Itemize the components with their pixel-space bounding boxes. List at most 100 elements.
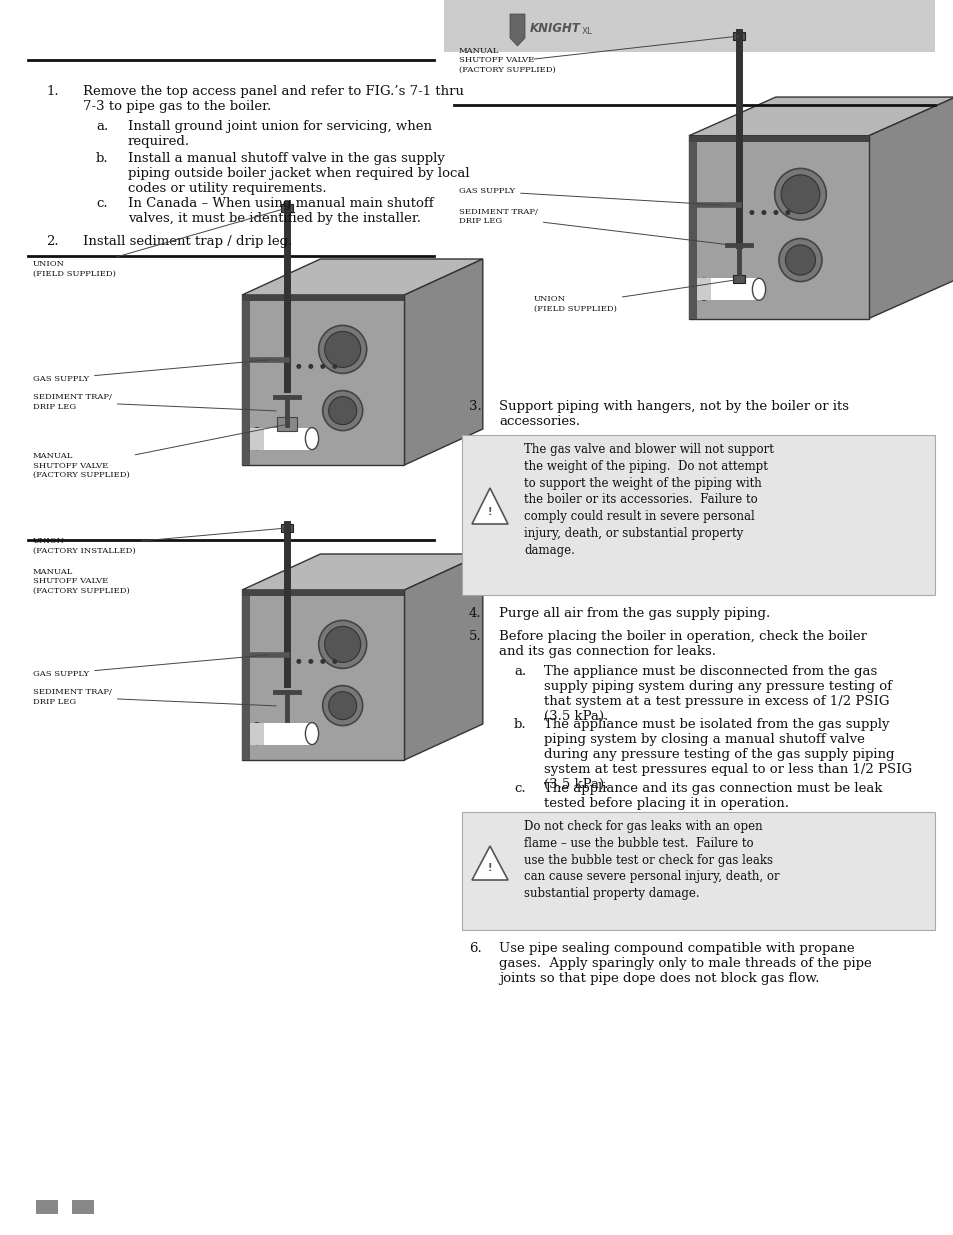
- Circle shape: [308, 364, 313, 369]
- Bar: [250, 427, 263, 450]
- Bar: [461, 435, 934, 595]
- Bar: [242, 295, 404, 301]
- Polygon shape: [472, 488, 507, 524]
- Bar: [242, 590, 404, 760]
- Bar: [688, 136, 868, 319]
- Polygon shape: [242, 259, 482, 295]
- Text: SEDIMENT TRAP/
DRIP LEG: SEDIMENT TRAP/ DRIP LEG: [33, 688, 276, 706]
- Bar: [732, 32, 744, 40]
- Text: a.: a.: [96, 120, 108, 133]
- Text: 3.: 3.: [469, 400, 481, 412]
- Bar: [242, 295, 250, 466]
- Circle shape: [781, 175, 819, 214]
- Text: UNION
(FACTORY INSTALLED): UNION (FACTORY INSTALLED): [33, 529, 284, 555]
- Bar: [688, 136, 868, 142]
- Bar: [732, 275, 744, 283]
- Circle shape: [320, 364, 325, 369]
- Text: In Canada – When using manual main shutoff
valves, it must be identified by the : In Canada – When using manual main shuto…: [128, 198, 434, 225]
- Ellipse shape: [752, 278, 765, 300]
- Circle shape: [332, 659, 337, 664]
- Text: !: !: [487, 508, 492, 517]
- Circle shape: [774, 168, 825, 220]
- Text: c.: c.: [96, 198, 108, 210]
- Text: GAS SUPPLY: GAS SUPPLY: [33, 655, 269, 678]
- Circle shape: [760, 210, 765, 215]
- Text: MANUAL
SHUTOFF VALVE
(FACTORY SUPPLIED): MANUAL SHUTOFF VALVE (FACTORY SUPPLIED): [33, 425, 284, 479]
- Polygon shape: [688, 98, 953, 136]
- Text: The gas valve and blower will not support
the weight of the piping.  Do not atte: The gas valve and blower will not suppor…: [523, 443, 773, 557]
- Text: Purge all air from the gas supply piping.: Purge all air from the gas supply piping…: [498, 606, 769, 620]
- Text: The appliance must be disconnected from the gas
supply piping system during any : The appliance must be disconnected from …: [543, 664, 891, 722]
- Bar: [276, 417, 296, 431]
- Text: UNION
(FIELD SUPPLIED): UNION (FIELD SUPPLIED): [534, 280, 736, 312]
- Circle shape: [322, 685, 362, 726]
- Circle shape: [308, 659, 313, 664]
- Text: GAS SUPPLY: GAS SUPPLY: [458, 188, 720, 205]
- Circle shape: [329, 396, 356, 425]
- Polygon shape: [404, 555, 482, 760]
- Bar: [256, 427, 312, 450]
- Polygon shape: [510, 14, 524, 46]
- Text: b.: b.: [96, 152, 109, 165]
- Circle shape: [324, 626, 360, 662]
- Circle shape: [779, 238, 821, 282]
- Polygon shape: [404, 259, 482, 466]
- Text: 4.: 4.: [469, 606, 481, 620]
- Bar: [250, 722, 263, 745]
- Circle shape: [773, 210, 778, 215]
- Polygon shape: [242, 555, 482, 590]
- Text: Use pipe sealing compound compatible with propane
gases.  Apply sparingly only t: Use pipe sealing compound compatible wit…: [498, 942, 871, 986]
- Ellipse shape: [697, 278, 710, 300]
- Text: Install a manual shutoff valve in the gas supply
piping outside boiler jacket wh: Install a manual shutoff valve in the ga…: [128, 152, 469, 195]
- Text: 5.: 5.: [469, 630, 481, 643]
- Ellipse shape: [250, 427, 263, 450]
- Text: c.: c.: [514, 782, 525, 795]
- Circle shape: [296, 659, 301, 664]
- Text: The appliance and its gas connection must be leak
tested before placing it in op: The appliance and its gas connection mus…: [543, 782, 882, 810]
- Text: The appliance must be isolated from the gas supply
piping system by closing a ma: The appliance must be isolated from the …: [543, 718, 911, 790]
- Circle shape: [784, 245, 815, 275]
- Text: Remove the top access panel and refer to FIG.’s 7-1 thru
7-3 to pipe gas to the : Remove the top access panel and refer to…: [83, 85, 463, 112]
- Text: Install sediment trap / drip leg.: Install sediment trap / drip leg.: [83, 235, 292, 248]
- Text: MANUAL
SHUTOFF VALVE
(FACTORY SUPPLIED): MANUAL SHUTOFF VALVE (FACTORY SUPPLIED): [33, 568, 130, 594]
- Polygon shape: [472, 846, 507, 881]
- Text: 2.: 2.: [46, 235, 58, 248]
- Text: Support piping with hangers, not by the boiler or its
accessories.: Support piping with hangers, not by the …: [498, 400, 848, 429]
- Circle shape: [324, 331, 360, 367]
- Text: MANUAL
SHUTOFF VALVE
(FACTORY SUPPLIED): MANUAL SHUTOFF VALVE (FACTORY SUPPLIED): [458, 47, 556, 73]
- Text: Install ground joint union for servicing, when
required.: Install ground joint union for servicing…: [128, 120, 432, 148]
- Text: 1.: 1.: [46, 85, 58, 98]
- Bar: [461, 811, 934, 930]
- Text: 6.: 6.: [469, 942, 481, 955]
- Text: UNION
(FIELD SUPPLIED): UNION (FIELD SUPPLIED): [33, 209, 284, 278]
- Bar: [697, 278, 710, 300]
- Bar: [281, 204, 293, 212]
- Circle shape: [332, 364, 337, 369]
- Bar: [242, 590, 404, 597]
- Ellipse shape: [305, 722, 318, 745]
- Text: b.: b.: [514, 718, 526, 731]
- Bar: [36, 1200, 58, 1214]
- Circle shape: [784, 210, 790, 215]
- Ellipse shape: [305, 427, 318, 450]
- Bar: [443, 0, 934, 52]
- Circle shape: [749, 210, 754, 215]
- Bar: [71, 1200, 94, 1214]
- Polygon shape: [868, 98, 953, 319]
- Circle shape: [318, 325, 366, 373]
- Text: SEDIMENT TRAP/
DRIP LEG: SEDIMENT TRAP/ DRIP LEG: [33, 394, 276, 411]
- Circle shape: [318, 620, 366, 668]
- Bar: [688, 136, 697, 319]
- Ellipse shape: [250, 722, 263, 745]
- Text: Before placing the boiler in operation, check the boiler
and its gas connection : Before placing the boiler in operation, …: [498, 630, 866, 658]
- Text: GAS SUPPLY: GAS SUPPLY: [33, 359, 269, 383]
- Circle shape: [320, 659, 325, 664]
- Text: KNIGHT: KNIGHT: [530, 21, 580, 35]
- Text: !: !: [487, 863, 492, 873]
- Bar: [281, 524, 293, 532]
- Text: Do not check for gas leaks with an open
flame – use the bubble test.  Failure to: Do not check for gas leaks with an open …: [523, 820, 779, 900]
- Circle shape: [296, 364, 301, 369]
- Text: SEDIMENT TRAP/
DRIP LEG: SEDIMENT TRAP/ DRIP LEG: [458, 209, 730, 245]
- Circle shape: [329, 692, 356, 720]
- Bar: [242, 590, 250, 760]
